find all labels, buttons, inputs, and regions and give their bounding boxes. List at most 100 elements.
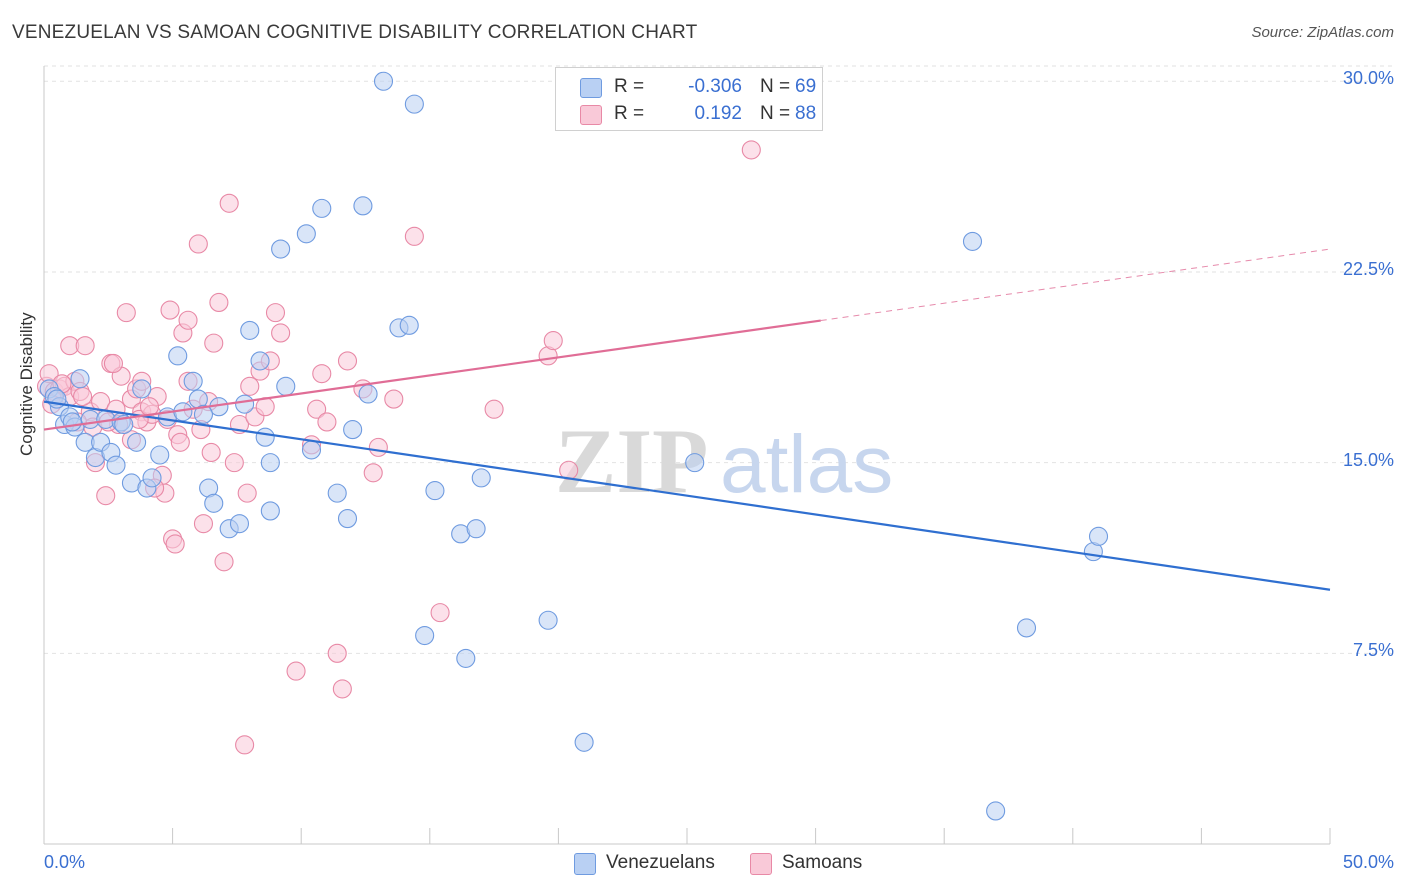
venezuelans-point xyxy=(142,468,162,488)
r-value: 0.192 xyxy=(694,103,742,124)
samoans-point xyxy=(103,353,123,374)
samoans-point xyxy=(484,399,504,419)
samoans-point xyxy=(165,534,185,554)
samoans-point xyxy=(178,310,198,330)
venezuelans-point xyxy=(574,732,594,752)
samoans-legend-swatch xyxy=(750,853,772,875)
samoans-point xyxy=(96,486,116,506)
y-tick-label: 15.0% xyxy=(1342,449,1394,470)
samoans-trend-line xyxy=(43,319,821,431)
y-tick-label: 22.5% xyxy=(1342,258,1394,279)
samoans-point xyxy=(188,234,208,254)
venezuelans-point xyxy=(373,71,394,91)
samoans-point xyxy=(307,399,327,419)
samoans-point xyxy=(116,303,136,323)
samoans-point xyxy=(317,412,337,432)
samoans-point xyxy=(160,300,180,320)
venezuelans-point xyxy=(235,394,255,414)
venezuelans-point xyxy=(353,196,373,216)
samoans-point xyxy=(209,292,229,313)
venezuelans-point xyxy=(456,648,476,668)
venezuelans-point xyxy=(327,483,347,503)
samoans-point xyxy=(204,333,224,353)
venezuelans-point xyxy=(193,404,214,424)
venezuelans-point xyxy=(276,376,296,396)
r-label: R = xyxy=(614,103,645,124)
gridlines xyxy=(44,65,1392,654)
samoans-point xyxy=(214,552,234,572)
venezuelans-legend-swatch xyxy=(574,853,596,875)
r-value: -0.306 xyxy=(688,76,742,97)
watermark-atlas: atlas xyxy=(720,419,893,510)
x-tick-label-max: 50.0% xyxy=(1342,852,1394,872)
venezuelans-point xyxy=(260,501,280,521)
watermark: ZIP atlas xyxy=(555,410,893,512)
venezuelans-point xyxy=(1016,618,1037,638)
samoans-point xyxy=(368,437,388,457)
samoans-point xyxy=(543,331,563,351)
venezuelans-point xyxy=(404,94,424,114)
n-value: 88 xyxy=(795,103,817,124)
venezuelans-swatch xyxy=(580,78,602,98)
samoans-trend-line-extension xyxy=(820,248,1331,322)
venezuelans-point xyxy=(183,371,203,391)
venezuelans-point xyxy=(260,453,280,473)
samoans-point xyxy=(430,603,450,623)
legend-label: Samoans xyxy=(782,852,863,873)
venezuelans-point xyxy=(250,351,270,371)
venezuelans-point xyxy=(471,468,491,488)
venezuelans-point xyxy=(685,453,705,473)
venezuelans-point xyxy=(466,519,486,539)
samoans-point xyxy=(332,679,352,699)
legend-label: Venezuelans xyxy=(606,852,715,873)
samoans-swatch xyxy=(580,105,602,125)
venezuelans-point xyxy=(106,455,126,475)
y-axis-label: Cognitive Disability xyxy=(17,312,36,456)
samoans-point xyxy=(286,661,306,681)
samoans-point xyxy=(75,336,95,356)
venezuelans-point xyxy=(204,493,224,513)
venezuelans-point xyxy=(358,384,378,404)
samoans-point xyxy=(73,386,93,407)
chart-title: VENEZUELAN VS SAMOAN COGNITIVE DISABILIT… xyxy=(12,22,698,43)
venezuelans-point xyxy=(150,445,170,465)
samoans-point xyxy=(741,140,761,160)
venezuelans-point xyxy=(296,224,316,244)
venezuelans-point xyxy=(255,427,275,447)
axes xyxy=(43,66,1331,845)
source-label: Source: ZipAtlas.com xyxy=(1251,24,1394,41)
venezuelans-point xyxy=(986,801,1006,821)
venezuelans-point xyxy=(168,346,188,366)
venezuelans-point xyxy=(415,625,435,646)
samoans-point xyxy=(404,226,424,246)
samoans-point xyxy=(193,514,214,534)
y-tick-label: 30.0% xyxy=(1342,68,1394,89)
y-tick-label: 7.5% xyxy=(1352,640,1394,661)
venezuelans-point xyxy=(399,315,419,335)
samoans-point xyxy=(312,364,332,384)
samoans-point xyxy=(240,376,260,396)
n-value: 69 xyxy=(795,76,817,97)
samoans-point xyxy=(327,643,347,663)
samoans-point xyxy=(235,735,255,755)
samoans-point xyxy=(337,351,358,371)
venezuelans-point xyxy=(337,509,358,529)
venezuelans-point xyxy=(962,231,983,251)
samoans-point xyxy=(237,483,257,503)
venezuelans-point xyxy=(62,412,82,432)
correlation-legend: R = -0.306 N = 69 R = 0.192 N = 88 xyxy=(555,67,823,131)
samoans-point xyxy=(271,323,291,343)
venezuelans-point xyxy=(127,432,147,452)
venezuelans-point xyxy=(343,420,363,440)
venezuelans-point xyxy=(425,481,445,501)
venezuelans-point xyxy=(301,440,322,460)
samoans-point xyxy=(363,463,383,483)
venezuelans-points xyxy=(39,71,1109,821)
samoans-point xyxy=(170,432,190,452)
venezuelans-point xyxy=(1088,526,1109,546)
venezuelans-point xyxy=(229,514,250,534)
venezuelans-point xyxy=(538,610,558,630)
venezuelans-point xyxy=(240,320,260,340)
venezuelans-point xyxy=(312,198,332,218)
